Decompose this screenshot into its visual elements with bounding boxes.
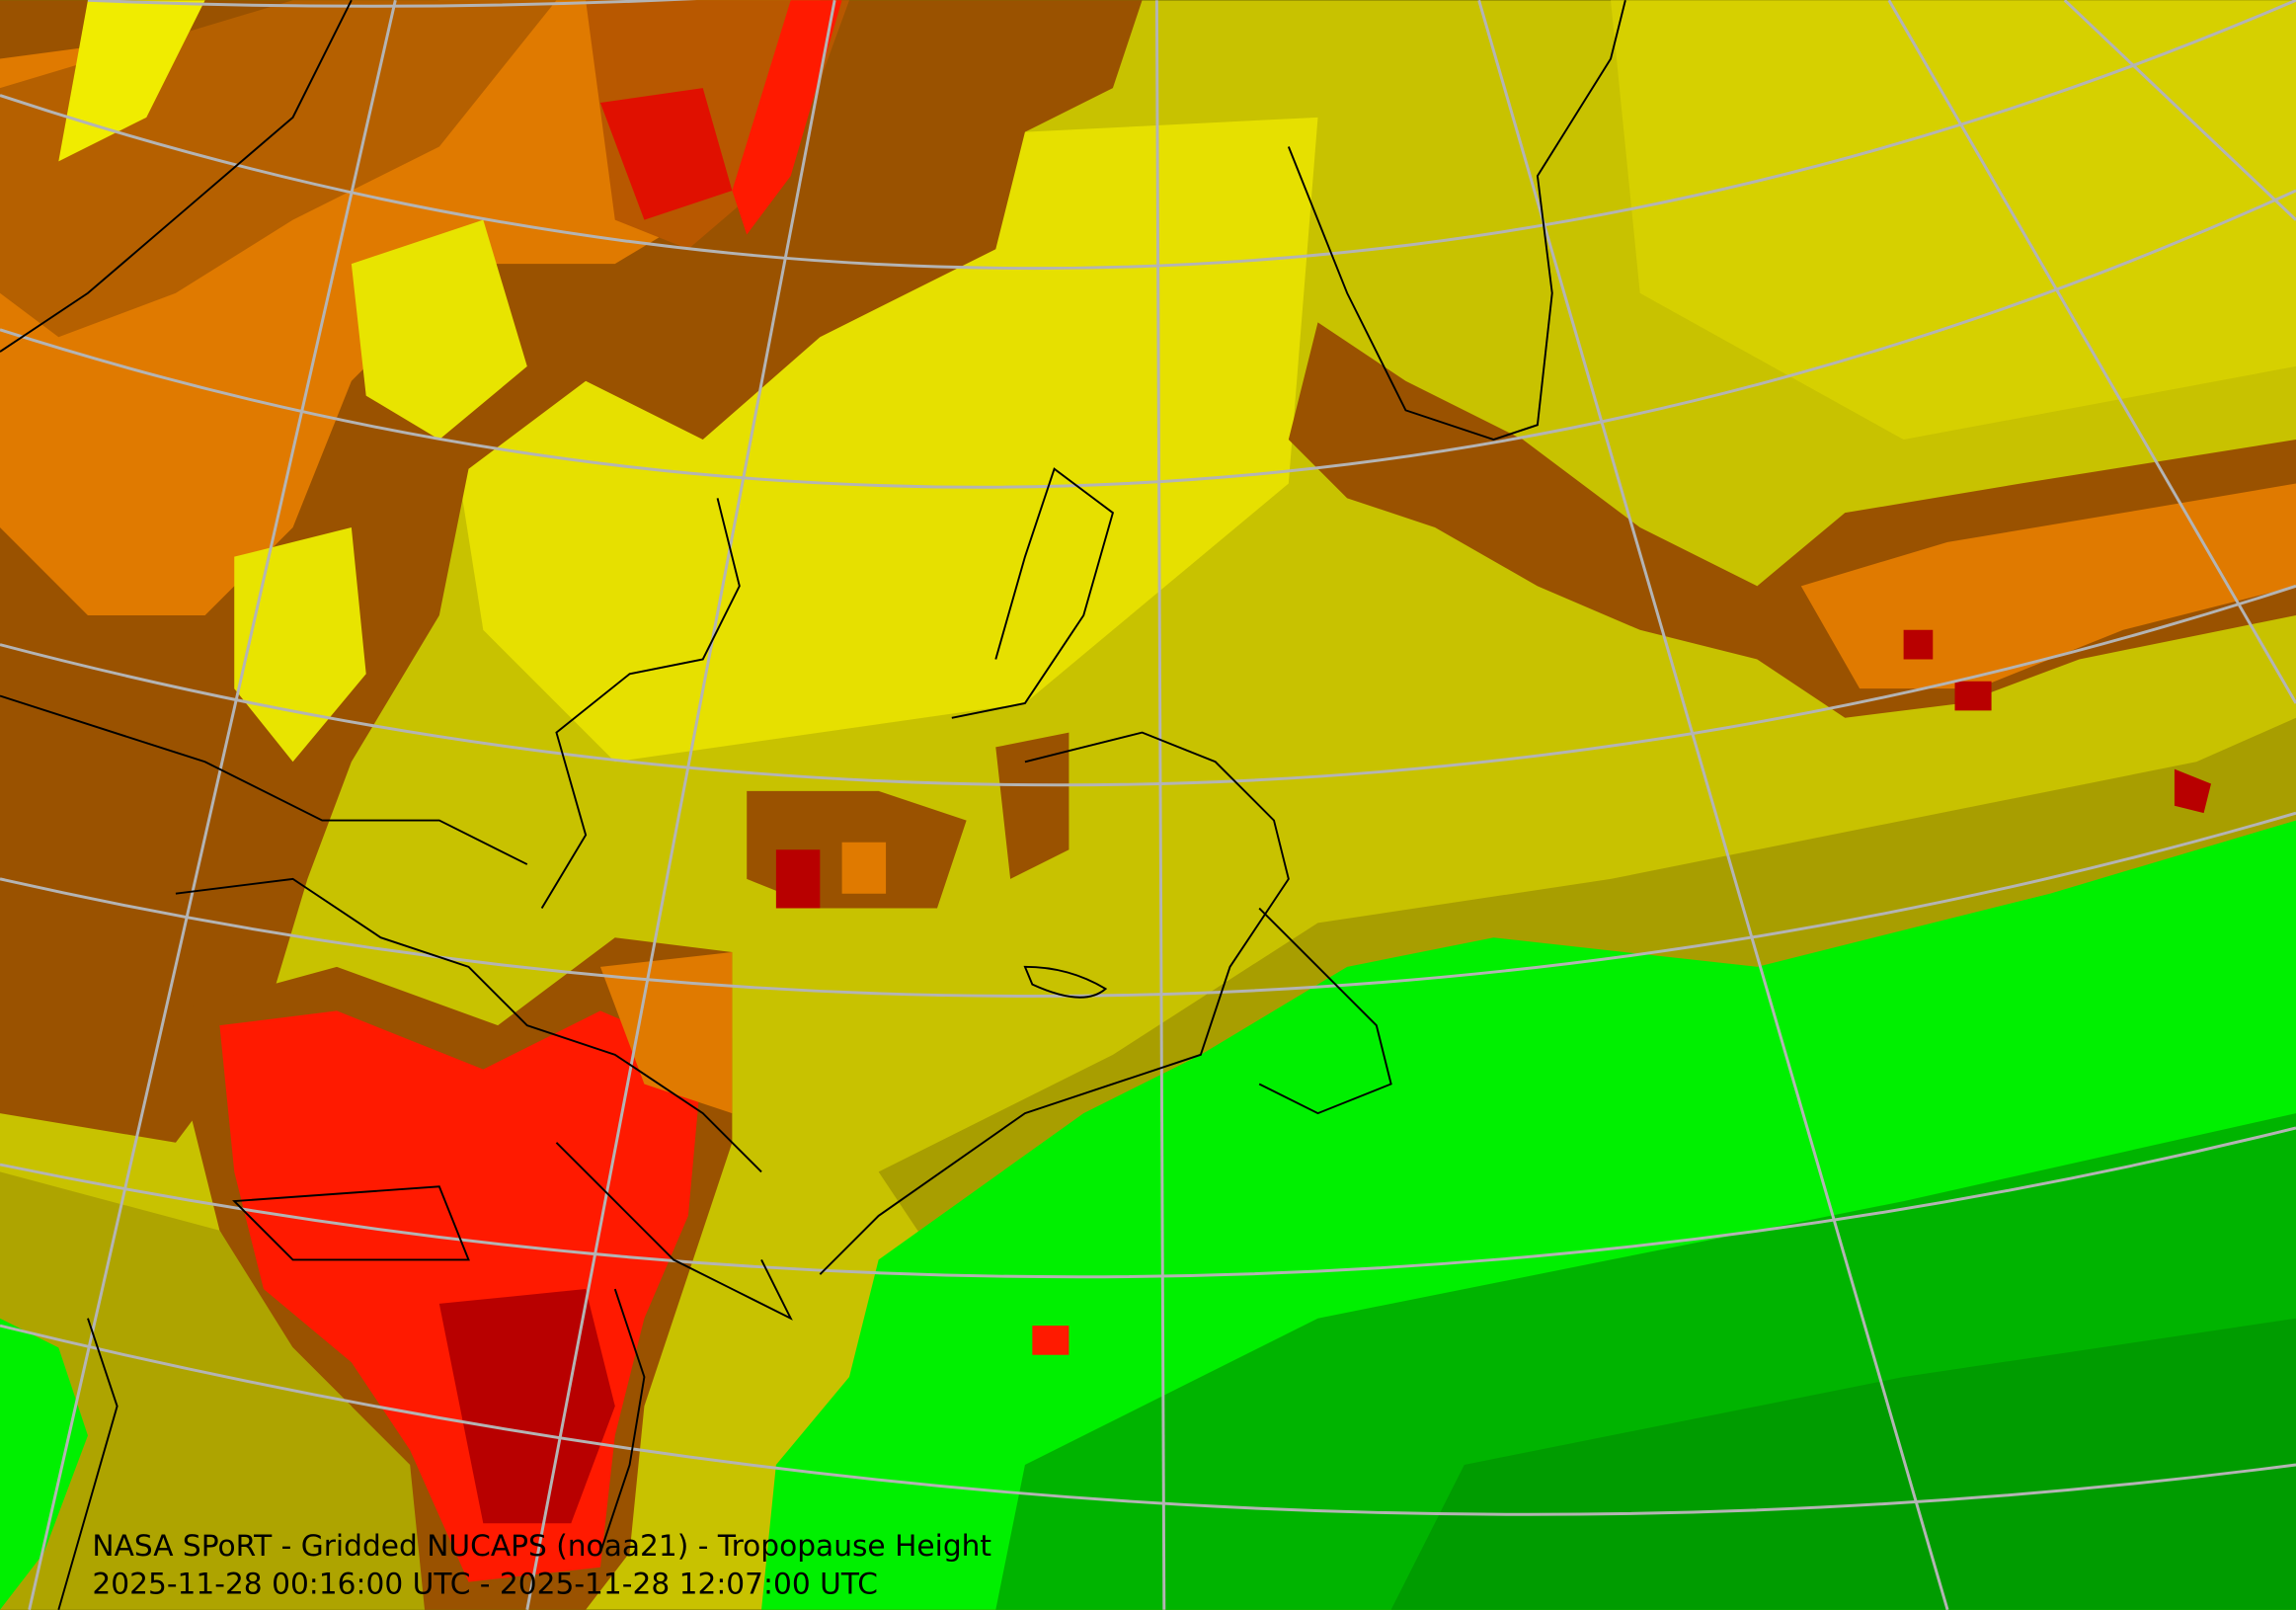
coastlines: [0, 0, 1626, 1610]
map-title: NASA SPoRT - Gridded NUCAPS (noaa21) - T…: [92, 1528, 991, 1563]
time-range: 2025-11-28 00:16:00 UTC - 2025-11-28 12:…: [92, 1566, 878, 1600]
